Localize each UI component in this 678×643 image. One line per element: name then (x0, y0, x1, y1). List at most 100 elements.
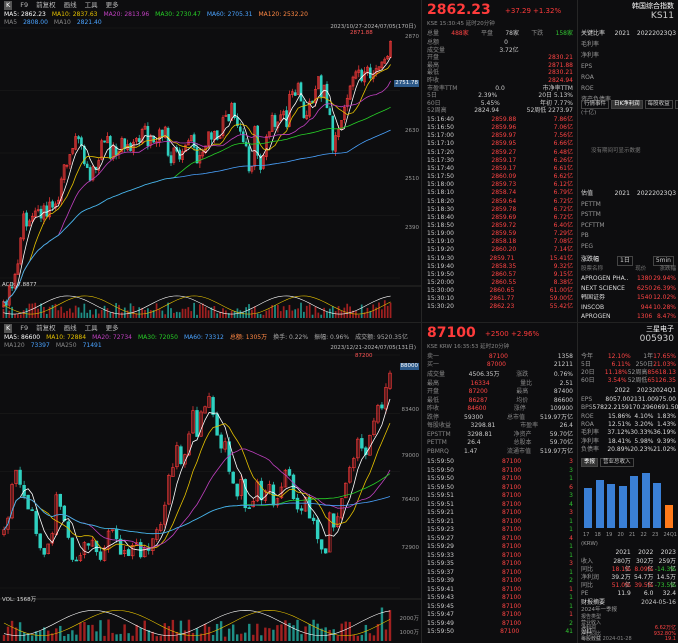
tick-row[interactable]: 15:19:30 2859.71 15.41亿 (427, 255, 573, 263)
tick-row[interactable]: 15:30:10 2861.77 59.00亿 (427, 295, 573, 303)
tick-row[interactable]: 15:18:20 2859.64 6.72亿 (427, 198, 573, 206)
tick-row[interactable]: 15:59:50 87100 3 (427, 458, 573, 466)
ratio-tab[interactable]: 日K净利润 (611, 100, 643, 109)
tick-row[interactable]: 15:16:50 2859.96 7.06亿 (427, 124, 573, 132)
mover-row[interactable]: INSCOB 944 10.28% (579, 304, 678, 313)
tick-row[interactable]: 15:59:41 87100 1 (427, 586, 573, 594)
tick-volume: 3 (569, 492, 573, 499)
report-value: 19.1 (664, 636, 676, 642)
tick-row[interactable]: 15:59:50 87100 41 (427, 628, 573, 636)
tick-row[interactable]: 15:18:40 2859.69 6.72亿 (427, 214, 573, 222)
tick-row[interactable]: 15:19:00 2859.59 7.29亿 (427, 230, 573, 238)
tick-price: 87100 (502, 534, 522, 542)
p2-ma-value: 总额: 1305万 (229, 333, 268, 341)
mover-name: APROGEN PHA... (581, 275, 629, 282)
tick-row[interactable]: 15:16:40 2859.88 7.86亿 (427, 116, 573, 124)
tick-row[interactable]: 15:59:50 87100 6 (427, 484, 573, 492)
tick-row[interactable]: 15:18:10 2858.74 6.79亿 (427, 189, 573, 197)
p2-toolbar-item[interactable]: K (4, 324, 13, 333)
samsung-volume-bar (131, 635, 134, 641)
tick-row[interactable]: 15:59:49 87100 2 (427, 620, 573, 628)
tick-row[interactable]: 15:17:10 2859.95 6.66亿 (427, 140, 573, 148)
kospi-volume-bar (141, 307, 143, 318)
samsung-candle-svg[interactable] (0, 323, 422, 643)
tick-row[interactable]: 15:18:00 2859.73 6.12亿 (427, 181, 573, 189)
tick-row[interactable]: 15:20:00 2860.55 8.38亿 (427, 279, 573, 287)
ratio-tab[interactable]: 行情事件 (581, 100, 610, 109)
p1-toolbar-item[interactable]: 前复权 (36, 1, 56, 10)
p2-toolbar-item[interactable]: 工具 (84, 324, 98, 333)
tick-row[interactable]: 15:19:10 2858.18 7.08亿 (427, 238, 573, 246)
kospi-candle-body (227, 114, 231, 122)
tick-row[interactable]: 15:59:21 87100 3 (427, 509, 573, 517)
tick-row[interactable]: 15:59:35 87100 3 (427, 560, 573, 568)
tick-row[interactable]: 15:59:43 87100 1 (427, 594, 573, 602)
kospi-candle-body (221, 117, 225, 137)
ratio-tab[interactable]: PE (674, 100, 678, 109)
kospi-stat-row: 最低 2830.21 (427, 69, 573, 77)
tick-row[interactable]: 15:59:39 87100 2 (427, 577, 573, 585)
tick-row[interactable]: 15:59:29 87100 1 (427, 543, 573, 551)
fin-tab[interactable]: 季报 (581, 458, 599, 467)
fin-cell: 8057.00 (605, 396, 631, 403)
samsung-candle-body (336, 516, 340, 527)
samsung-candle-body (10, 484, 14, 519)
tick-row[interactable]: 15:59:50 87100 1 (427, 475, 573, 483)
samsung-candle-body (94, 540, 99, 553)
p1-toolbar-item[interactable]: K (4, 1, 13, 10)
kospi-volume-bar (77, 307, 80, 318)
fin-tab[interactable]: 营业总收入 (600, 458, 634, 467)
revenue-bar-label: 21 (629, 531, 636, 538)
movers-tab[interactable]: 涨跌幅 (581, 256, 600, 263)
tick-volume: 15.41亿 (549, 254, 573, 262)
samsung-volume-bar (127, 633, 130, 641)
kospi-chart[interactable]: K F9 前复权 画线 工具 更多 MA5: 2862.23 MA10: 2837.63 MA… (0, 0, 422, 322)
tick-row[interactable]: 15:19:40 2858.35 9.32亿 (427, 263, 573, 271)
mover-row[interactable]: APROGEN 1306 8.47% (579, 313, 678, 322)
mover-row[interactable]: NEXT SCIENCE 6250 26.39% (579, 285, 678, 294)
p2-toolbar-item[interactable]: 更多 (105, 324, 119, 333)
tick-row[interactable]: 15:59:27 87100 4 (427, 535, 573, 543)
mover-row[interactable]: APROGEN PHA... 1380 29.94% (579, 275, 678, 284)
tick-row[interactable]: 15:59:47 87100 1 (427, 611, 573, 619)
kospi-candle-svg[interactable] (0, 0, 422, 322)
tick-row[interactable]: 15:59:51 87100 3 (427, 492, 573, 500)
kospi-volume-bar (265, 310, 268, 318)
tick-row[interactable]: 15:59:21 87100 1 (427, 518, 573, 526)
p2-toolbar-item[interactable]: F9 (20, 324, 29, 333)
tick-row[interactable]: 15:18:30 2859.78 6.72亿 (427, 206, 573, 214)
samsung-candle-body (215, 413, 219, 436)
mover-row[interactable]: 韩国证券 1540 12.02% (579, 294, 678, 303)
p1-toolbar-item[interactable]: 更多 (105, 1, 119, 10)
samsung-candle-body (82, 542, 87, 555)
tick-row[interactable]: 15:59:50 87100 3 (427, 467, 573, 475)
samsung-chart[interactable]: K F9 前复权 画线 工具 更多 MA5: 86600 MA10: 72884 MA20: … (0, 323, 422, 643)
tick-row[interactable]: 15:30:20 2862.23 55.42亿 (427, 303, 573, 311)
kospi-stat-row: 52周高 2824.94 52周低 2273.97 (427, 107, 573, 115)
tick-time: 15:30:20 (427, 303, 454, 311)
p1-toolbar-item[interactable]: F9 (20, 1, 29, 10)
movers-tab[interactable]: 5min (652, 256, 674, 266)
samsung-volume-bar (328, 629, 331, 641)
tick-row[interactable]: 15:17:00 2859.97 7.56亿 (427, 132, 573, 140)
tick-row[interactable]: 15:17:40 2859.17 6.61亿 (427, 165, 573, 173)
tick-row[interactable]: 15:30:00 2860.65 61.00亿 (427, 287, 573, 295)
movers-tab[interactable]: 1日 (617, 256, 633, 266)
tick-row[interactable]: 15:19:50 2860.57 9.15亿 (427, 271, 573, 279)
p2-toolbar-item[interactable]: 前复权 (36, 324, 56, 333)
tick-row[interactable]: 15:17:30 2859.17 6.26亿 (427, 157, 573, 165)
tick-row[interactable]: 15:59:23 87100 1 (427, 526, 573, 534)
p1-toolbar-item[interactable]: 工具 (84, 1, 98, 10)
ratio-tab[interactable]: 每股收益 (644, 100, 673, 109)
p2-ma2-value: MA250 (55, 341, 77, 349)
p2-toolbar-item[interactable]: 画线 (63, 324, 77, 333)
tick-row[interactable]: 15:19:20 2860.20 7.14亿 (427, 246, 573, 254)
tick-row[interactable]: 15:17:50 2860.09 6.62亿 (427, 173, 573, 181)
tick-row[interactable]: 15:59:45 87100 1 (427, 603, 573, 611)
tick-row[interactable]: 15:59:37 87100 1 (427, 569, 573, 577)
tick-row[interactable]: 15:17:20 2859.27 6.48亿 (427, 149, 573, 157)
tick-row[interactable]: 15:59:51 87100 4 (427, 501, 573, 509)
tick-row[interactable]: 15:59:33 87100 1 (427, 552, 573, 560)
p1-toolbar-item[interactable]: 画线 (63, 1, 77, 10)
tick-row[interactable]: 15:18:50 2859.72 6.40亿 (427, 222, 573, 230)
